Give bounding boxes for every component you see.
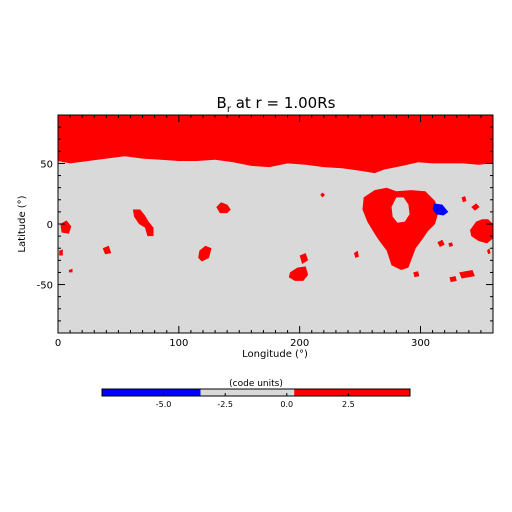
positive-region-lon326: [449, 276, 457, 283]
positive-region-lon324: [448, 242, 454, 247]
colorbar-tick-label: 2.5: [342, 400, 355, 409]
north-polar-region: [58, 115, 493, 174]
positive-region-lon336: [461, 196, 467, 203]
positive-region-lon10b: [68, 268, 73, 273]
y-tick-label: 0: [47, 220, 53, 231]
colorbar-label: (code units): [229, 379, 283, 389]
positive-region-lon248: [354, 250, 359, 258]
x-tick-label: 300: [411, 338, 430, 349]
positive-region-lon357: [487, 248, 491, 255]
plot-area: 0 100 200 300 -50 0 50: [37, 114, 494, 349]
positive-region-lon60: [132, 209, 154, 237]
colorbar-ticks: -5.0 -2.5 0.0 2.5: [156, 393, 355, 409]
colorbar-tick-label: 0.0: [280, 400, 293, 409]
positive-region-lon200: [288, 266, 309, 281]
colorbar-segments: [102, 389, 410, 396]
colorbar-frame: [101, 388, 411, 397]
colorbar-tick-label: -2.5: [217, 400, 233, 409]
positive-region-lon345-north: [471, 203, 480, 211]
positive-region-lon350: [470, 219, 493, 244]
axis-ticks: 0 100 200 300 -50 0 50: [37, 115, 494, 349]
positive-region-lon137: [216, 202, 231, 214]
y-tick-label: -50: [37, 281, 53, 292]
positive-region-lon2b: [59, 249, 63, 256]
positive-region-lon340-south: [459, 270, 475, 279]
colorbar: (code units) -5.0 -2.5 0.0 2.5: [101, 379, 411, 409]
positive-region-lon218: [320, 192, 325, 198]
y-axis-label: Latitude (°): [17, 195, 28, 252]
x-axis-label: Longitude (°): [242, 349, 308, 360]
ring-hole: [391, 197, 410, 223]
colorbar-tick-label: -5.0: [156, 400, 172, 409]
positive-region-lon296: [413, 271, 420, 278]
colorbar-segment: [200, 389, 295, 396]
negative-region-blue-spot: [432, 203, 449, 216]
positive-region-lon125: [198, 245, 212, 262]
x-tick-label: 100: [169, 338, 188, 349]
positive-region-lon40: [102, 245, 112, 255]
chart-title: Br at r = 1.00Rs: [217, 94, 336, 115]
positive-region-lon205: [299, 253, 309, 264]
data-regions: [58, 115, 493, 283]
y-tick-label: 50: [40, 159, 53, 170]
colorbar-segment: [102, 389, 201, 396]
x-tick-label: 200: [290, 338, 309, 349]
colorbar-segment: [294, 389, 410, 396]
positive-region-central-ring: [362, 187, 439, 270]
x-tick-label: 0: [55, 338, 61, 349]
positive-region-lon314: [437, 239, 445, 247]
